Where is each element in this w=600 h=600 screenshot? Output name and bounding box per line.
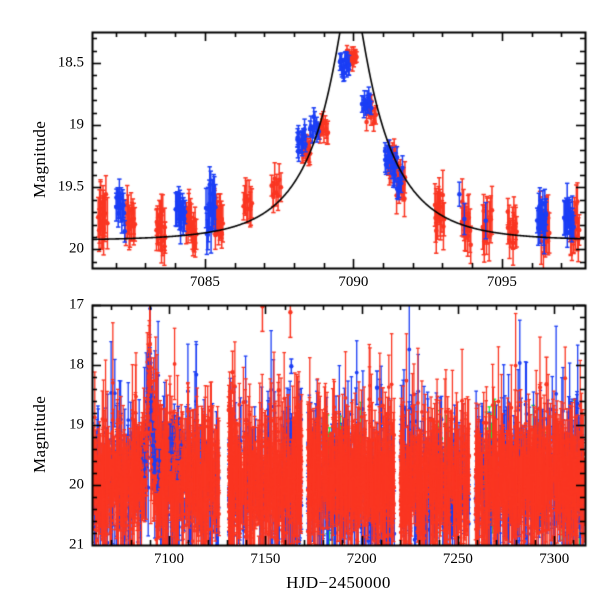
light-curve-figure: Magnitude Magnitude HJD−2450000 7085 7090… (0, 0, 600, 600)
light-curve-canvas (0, 0, 600, 600)
